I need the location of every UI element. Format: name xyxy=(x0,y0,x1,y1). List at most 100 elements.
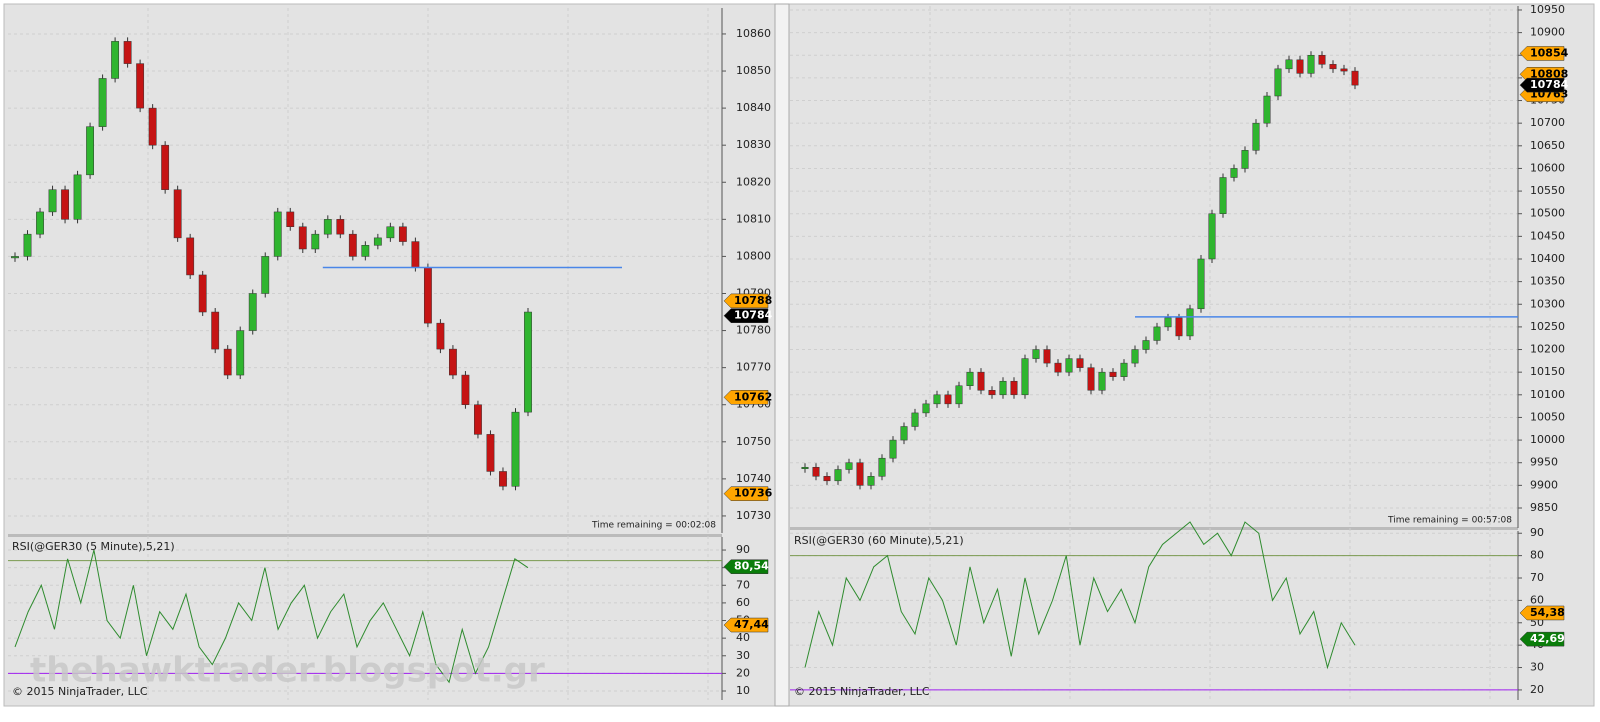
candle xyxy=(1109,371,1117,377)
candle xyxy=(922,403,930,414)
y-tick-label: 10250 xyxy=(1530,320,1565,333)
candle xyxy=(1252,122,1260,151)
candle xyxy=(323,219,332,235)
watermark: thehawktrader.blogspot.gr xyxy=(30,651,545,691)
candle xyxy=(1175,317,1183,337)
candle xyxy=(1329,64,1337,70)
candle xyxy=(423,267,432,324)
price-badge xyxy=(1519,77,1565,93)
candle xyxy=(186,237,195,276)
badge-label: 10788 xyxy=(734,294,772,307)
y-tick-label: 10050 xyxy=(1530,410,1565,423)
y-tick-label: 90 xyxy=(736,543,750,556)
candle xyxy=(944,394,952,405)
candle xyxy=(273,211,282,257)
candle xyxy=(136,63,145,109)
candle xyxy=(461,374,470,405)
y-tick-label: 30 xyxy=(1530,661,1544,674)
badge-label: 80,54 xyxy=(734,560,769,573)
candle xyxy=(801,466,809,469)
y-tick-label: 70 xyxy=(1530,571,1544,584)
y-tick-label: 10900 xyxy=(1530,26,1565,39)
badge-label: 10736 xyxy=(734,487,773,500)
panel-separator xyxy=(790,527,1518,530)
candle xyxy=(1340,68,1348,72)
y-tick-label: 10000 xyxy=(1530,433,1565,446)
y-tick-label: 20 xyxy=(736,666,750,679)
candle xyxy=(474,404,482,435)
candle xyxy=(834,469,842,482)
y-tick-label: 10730 xyxy=(736,509,771,522)
rsi-line xyxy=(14,549,529,684)
candle xyxy=(311,233,320,250)
candle xyxy=(386,226,395,239)
badge-label: 42,69 xyxy=(1530,632,1565,645)
y-tick-label: 60 xyxy=(736,596,750,609)
candle xyxy=(889,439,897,459)
y-tick-label: 90 xyxy=(1530,526,1544,539)
time-remaining: Time remaining = 00:02:08 xyxy=(591,521,716,531)
panel-separator xyxy=(8,534,722,537)
candle xyxy=(1054,362,1062,373)
y-tick-label: 10800 xyxy=(736,249,771,262)
candle xyxy=(336,219,345,235)
y-tick-label: 10780 xyxy=(736,324,771,337)
badge-label: 10808 xyxy=(1530,67,1568,80)
y-tick-label: 10100 xyxy=(1530,388,1565,401)
badge-label: 10784 xyxy=(734,309,773,322)
candle xyxy=(1318,55,1326,65)
candle xyxy=(524,311,532,413)
y-tick-label: 10840 xyxy=(736,101,771,114)
candle xyxy=(11,256,19,259)
y-tick-label: 10 xyxy=(736,684,750,697)
candle xyxy=(111,41,120,79)
candle xyxy=(845,462,853,470)
copyright: © 2015 NinjaTrader, LLC xyxy=(794,685,930,698)
candle xyxy=(977,371,985,391)
price-badge xyxy=(723,390,769,405)
candle xyxy=(499,471,507,487)
candle xyxy=(867,476,875,486)
candle xyxy=(1285,59,1293,70)
badge-label: 47,44 xyxy=(734,618,769,631)
candle xyxy=(436,322,445,350)
candle xyxy=(1010,380,1018,396)
y-tick-label: 10300 xyxy=(1530,297,1565,310)
y-tick-label: 10950 xyxy=(1530,3,1565,16)
candle xyxy=(36,211,44,235)
candle xyxy=(1197,258,1205,310)
y-tick-label: 10810 xyxy=(736,212,771,225)
price-badge xyxy=(723,308,769,323)
candle xyxy=(966,371,974,387)
y-tick-label: 10740 xyxy=(736,472,771,485)
candle xyxy=(1076,358,1084,368)
candle xyxy=(911,412,919,427)
y-tick-label: 10650 xyxy=(1530,139,1565,152)
candle xyxy=(173,189,182,239)
y-tick-label: 10770 xyxy=(736,361,771,374)
candle xyxy=(900,426,908,441)
y-tick-label: 10830 xyxy=(736,138,771,151)
y-tick-label: 10700 xyxy=(1530,116,1565,129)
rsi-title: RSI(@GER30 (60 Minute),5,21) xyxy=(794,534,964,547)
candle xyxy=(48,189,57,213)
y-tick-label: 10600 xyxy=(1530,161,1565,174)
candle xyxy=(298,226,307,250)
y-tick-label: 10820 xyxy=(736,175,771,188)
candle xyxy=(486,434,495,472)
candle xyxy=(211,311,220,350)
y-tick-label: 10550 xyxy=(1530,184,1565,197)
candle xyxy=(236,330,245,376)
candle xyxy=(248,293,257,331)
candle xyxy=(1307,55,1315,74)
candle xyxy=(1032,349,1040,359)
candle xyxy=(1263,95,1271,124)
y-tick-label: 9950 xyxy=(1530,456,1558,469)
price-badge xyxy=(1519,631,1565,647)
price-badge xyxy=(723,486,769,501)
candle xyxy=(1186,308,1194,337)
y-tick-label: 9850 xyxy=(1530,501,1558,514)
y-tick-label: 10450 xyxy=(1530,229,1565,242)
candle xyxy=(398,226,407,242)
